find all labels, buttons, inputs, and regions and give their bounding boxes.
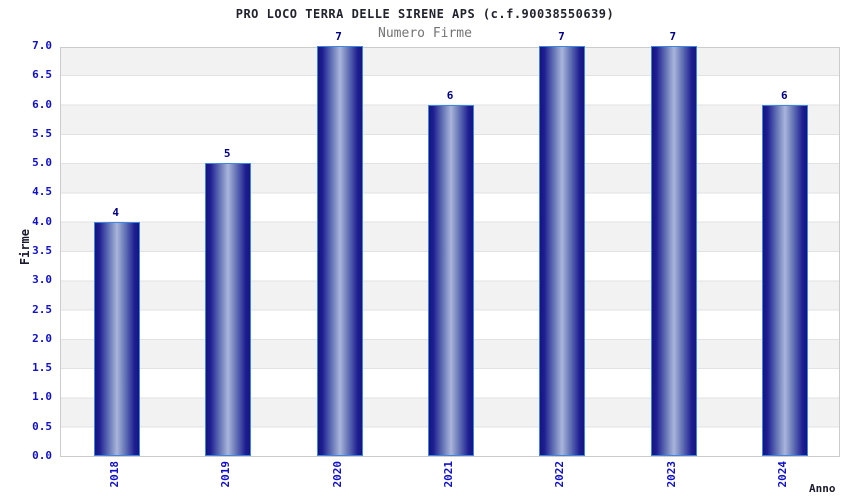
y-tick-label: 2.0 [32, 331, 52, 345]
bar-2020 [316, 46, 363, 456]
y-tick-label: 3.5 [32, 244, 52, 257]
y-tick-label: 5.5 [32, 126, 52, 140]
x-tick-label: 2019 [219, 461, 233, 488]
bar-value-label: 7 [669, 30, 677, 43]
x-tick-label: 2023 [664, 461, 678, 488]
y-tick-label: 0.0 [32, 449, 52, 462]
chart-subtitle: Numero Firme [378, 26, 472, 41]
bar-2022 [539, 46, 586, 456]
x-tick-label: 2020 [330, 461, 344, 488]
x-tick-label: 2018 [107, 461, 121, 488]
bar-value-label: 5 [223, 147, 231, 161]
bar-value-label: 4 [112, 205, 120, 219]
y-tick-label: 6.5 [32, 68, 52, 82]
bar-2024 [762, 104, 809, 456]
x-tick-label: 2024 [776, 461, 790, 488]
chart-title: PRO LOCO TERRA DELLE SIRENE APS (c.f.900… [235, 7, 615, 21]
y-tick-label: 4.5 [32, 185, 52, 199]
bar-2023 [650, 46, 697, 456]
x-tick-label: 2022 [553, 461, 567, 488]
bar-value-label: 7 [335, 30, 342, 43]
bar-value-label: 6 [446, 88, 454, 102]
x-axis-label: Anno [809, 482, 836, 495]
bar-2019 [205, 163, 252, 456]
bar-2021 [428, 104, 474, 456]
y-tick-label: 2.5 [32, 302, 52, 316]
y-tick-label: 6.0 [32, 97, 52, 111]
bar-2018 [93, 221, 140, 456]
y-tick-label: 1.5 [32, 361, 52, 375]
y-tick-label: 0.5 [32, 419, 52, 433]
x-tick-label: 2021 [442, 461, 455, 488]
plot-area [60, 46, 840, 457]
y-tick-label: 3.0 [32, 273, 52, 287]
bar-value-label: 7 [558, 30, 565, 43]
y-tick-label: 5.0 [32, 156, 52, 170]
y-tick-label: 7.0 [32, 39, 52, 52]
y-tick-label: 1.0 [32, 390, 52, 404]
bar-value-label: 6 [780, 88, 788, 102]
y-tick-label: 4.0 [32, 214, 52, 228]
